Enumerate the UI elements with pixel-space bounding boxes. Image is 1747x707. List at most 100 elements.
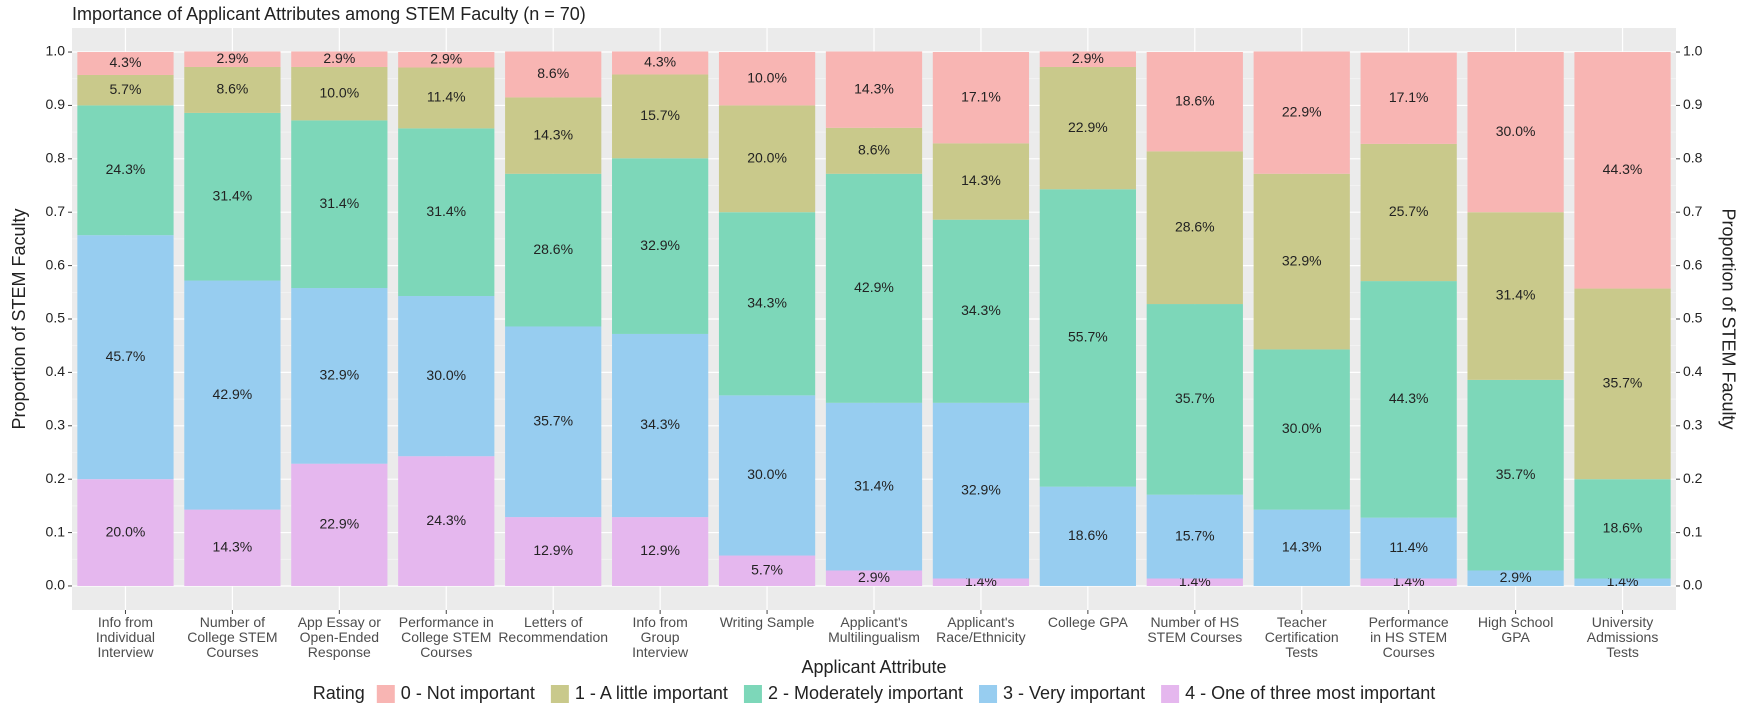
- bar-segment: [1253, 51, 1350, 174]
- value-label: 14.3%: [213, 538, 253, 554]
- bar-segment: [1360, 578, 1457, 586]
- bar-segment: [1146, 494, 1243, 579]
- y2-tick-label: 0.9: [1683, 96, 1703, 112]
- bar-segment: [291, 120, 388, 289]
- x-tick-label: Performance in College STEM Courses: [398, 614, 494, 660]
- value-label: 45.7%: [106, 348, 146, 364]
- legend-label: 1 - A little important: [575, 683, 728, 703]
- bar-segment: [1360, 281, 1457, 518]
- value-label: 20.0%: [106, 523, 146, 539]
- y-tick-label: 0.8: [46, 150, 66, 166]
- bar-segment: [77, 479, 174, 586]
- bar-segment: [718, 555, 816, 586]
- y-tick-label: 0.2: [46, 470, 66, 486]
- bar-segment: [77, 235, 174, 480]
- bar-segment: [1146, 52, 1243, 152]
- x-tick-label: Writing Sample: [719, 614, 815, 630]
- bar-segment: [1360, 517, 1457, 579]
- value-label: 32.9%: [319, 367, 359, 383]
- y2-tick-label: 0.0: [1683, 577, 1703, 593]
- bar-segment: [1039, 189, 1136, 487]
- bar-segment: [825, 173, 923, 403]
- legend-swatch: [376, 685, 395, 703]
- value-label: 55.7%: [1068, 329, 1108, 345]
- bar-segment: [612, 517, 709, 586]
- value-label: 34.3%: [640, 416, 680, 432]
- value-label: 35.7%: [1175, 390, 1215, 406]
- value-label: 2.9%: [1500, 569, 1532, 585]
- x-tick-label: Number of College STEM Courses: [187, 614, 278, 660]
- value-label: 22.9%: [1068, 119, 1108, 135]
- y-tick-label: 0.6: [46, 256, 66, 272]
- bar-segment: [718, 105, 816, 213]
- value-label: 14.3%: [533, 126, 573, 142]
- x-tick-label: University Admissions Tests: [1586, 614, 1659, 660]
- x-tick-label: High School GPA: [1477, 614, 1554, 645]
- x-tick-label: Letters of Recommendation: [498, 614, 609, 645]
- bar-segment: [184, 112, 281, 281]
- value-label: 15.7%: [640, 107, 680, 123]
- bar-segment: [398, 52, 495, 68]
- bar-segment: [825, 570, 923, 586]
- y2-tick-label: 0.4: [1683, 363, 1703, 379]
- bar-segment: [505, 517, 602, 586]
- value-label: 18.6%: [1068, 527, 1108, 543]
- value-label: 11.4%: [427, 89, 466, 105]
- value-label: 22.9%: [1282, 103, 1322, 119]
- value-label: 42.9%: [213, 386, 253, 402]
- value-label: 5.7%: [751, 561, 783, 577]
- y-tick-label: 0.7: [46, 203, 66, 219]
- value-label: 31.4%: [426, 203, 466, 219]
- bar-segment: [1360, 143, 1457, 282]
- bar-segment: [1467, 379, 1564, 571]
- value-label: 32.9%: [961, 481, 1001, 497]
- legend-label: 0 - Not important: [401, 683, 535, 703]
- bar-segment: [612, 333, 709, 518]
- bar-segment: [77, 74, 174, 106]
- bar-segment: [1574, 288, 1671, 480]
- value-label: 2.9%: [216, 50, 248, 66]
- y2-tick-label: 0.5: [1683, 310, 1703, 326]
- bar-segment: [1253, 509, 1350, 586]
- bar-segment: [932, 402, 1030, 579]
- bar-segment: [1146, 151, 1243, 305]
- value-label: 24.3%: [426, 512, 466, 528]
- bar-segment: [1574, 479, 1671, 579]
- value-label: 30.0%: [1496, 123, 1536, 139]
- value-label: 31.4%: [1496, 287, 1536, 303]
- bar-segment: [184, 280, 281, 510]
- value-label: 2.9%: [858, 569, 890, 585]
- chart-title: Importance of Applicant Attributes among…: [72, 4, 586, 24]
- y-tick-label: 0.0: [46, 577, 66, 593]
- value-label: 11.4%: [1389, 539, 1428, 555]
- bar-segment: [612, 158, 709, 334]
- bar-segment: [1039, 51, 1136, 67]
- bar-segment: [291, 51, 388, 67]
- value-label: 17.1%: [961, 88, 1001, 104]
- bar-segment: [1467, 570, 1564, 586]
- value-label: 44.3%: [1389, 390, 1429, 406]
- legend-label: 3 - Very important: [1003, 683, 1145, 703]
- bar-segment: [184, 51, 281, 67]
- value-label: 24.3%: [106, 161, 146, 177]
- x-tick-label: App Essay or Open-Ended Response: [297, 614, 381, 660]
- legend-swatch: [979, 685, 998, 703]
- bar-segment: [1146, 578, 1243, 586]
- y-tick-label: 1.0: [46, 43, 66, 59]
- legend-label: 2 - Moderately important: [768, 683, 963, 703]
- value-label: 32.9%: [1282, 252, 1322, 268]
- value-label: 32.9%: [640, 237, 680, 253]
- bar-segment: [825, 51, 923, 128]
- value-label: 10.0%: [319, 84, 359, 100]
- value-label: 2.9%: [430, 50, 462, 66]
- value-label: 14.3%: [1282, 538, 1322, 554]
- value-label: 20.0%: [747, 150, 787, 166]
- x-axis-title: Applicant Attribute: [801, 657, 946, 677]
- legend-label: 4 - One of three most important: [1185, 683, 1435, 703]
- bar-segment: [505, 97, 602, 174]
- y-tick-label: 0.5: [46, 310, 66, 326]
- bar-segment: [505, 326, 602, 518]
- y2-tick-label: 0.3: [1683, 416, 1703, 432]
- x-tick-label: Performance in HS STEM Courses: [1368, 614, 1449, 660]
